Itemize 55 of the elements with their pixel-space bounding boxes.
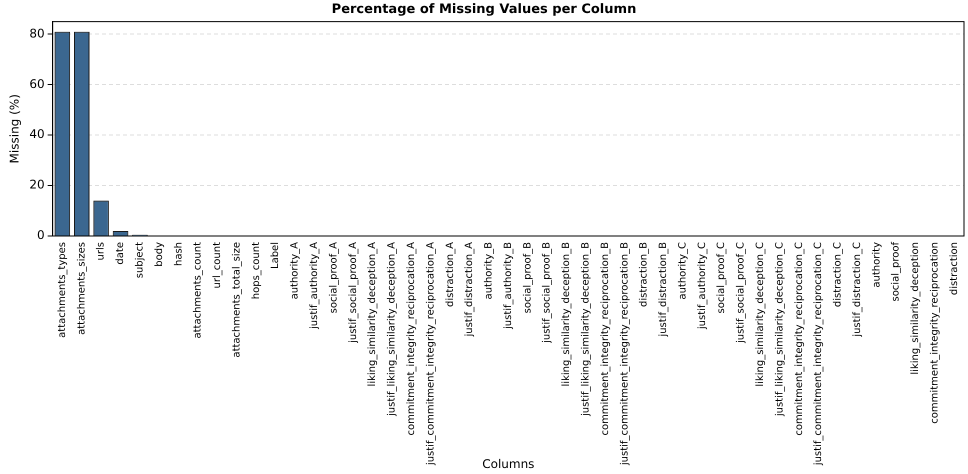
y-tick-label: 60 bbox=[29, 76, 45, 91]
x-axis-title: Columns bbox=[482, 456, 534, 471]
x-tick-label: subject bbox=[134, 242, 146, 278]
x-tick-label: justif_commitment_integrity_reciprocation_C bbox=[813, 242, 824, 466]
y-tick-label: 0 bbox=[37, 228, 45, 242]
x-tick-label: date bbox=[115, 242, 126, 265]
x-tick-label: liking_similarity_deception_B bbox=[561, 242, 572, 386]
x-tick-label: body bbox=[154, 242, 165, 267]
x-tick-label: justif_distraction_B bbox=[658, 242, 670, 338]
x-tick-label: liking_similarity_deception_C bbox=[755, 242, 766, 387]
x-tick-label: justif_authority_A bbox=[309, 242, 320, 330]
x-tick-label: authority_C bbox=[677, 242, 688, 300]
x-tick-label: attachments_total_size bbox=[231, 242, 242, 358]
x-tick-label: authority_B bbox=[484, 242, 495, 300]
x-tick-label: justif_distraction_C bbox=[852, 242, 863, 338]
chart-title: Percentage of Missing Values per Column bbox=[332, 2, 636, 18]
x-tick-label: url_count bbox=[212, 242, 224, 288]
x-tick-label: commitment_integrity_reciprocation_B bbox=[600, 242, 611, 436]
x-tick-label: social_proof_A bbox=[328, 242, 340, 314]
x-tick-label: justif_liking_similarity_deception_C bbox=[774, 242, 786, 418]
x-tick-label: distraction_C bbox=[832, 242, 844, 308]
x-tick-label: authority_A bbox=[290, 242, 301, 300]
x-tick-label: liking_similarity_deception bbox=[910, 242, 922, 375]
x-tick-label: justif_liking_similarity_deception_B bbox=[580, 242, 592, 418]
x-tick-label: justif_social_proof_B bbox=[542, 242, 553, 344]
x-tick-label: commitment_integrity_reciprocation_C bbox=[794, 242, 805, 436]
x-tick-label: attachments_sizes bbox=[76, 242, 88, 335]
x-tick-label: social_proof_B bbox=[522, 242, 534, 314]
x-tick-label: commitment_integrity_reciprocation bbox=[930, 242, 941, 424]
x-tick-label: justif_liking_similarity_deception_A bbox=[386, 242, 398, 417]
x-tick-label: attachments_count bbox=[192, 242, 204, 339]
x-tick-label: justif_authority_C bbox=[696, 242, 708, 330]
x-tick-label: justif_commitment_integrity_reciprocation_A bbox=[425, 242, 436, 466]
x-tick-label: commitment_integrity_reciprocation_A bbox=[406, 242, 417, 436]
x-tick-label: social_proof_C bbox=[716, 242, 728, 314]
x-tick-label: hash bbox=[173, 242, 184, 266]
x-tick-label: authority bbox=[871, 242, 882, 288]
x-tick-label: hops_count bbox=[250, 242, 262, 300]
x-tick-label: justif_commitment_integrity_reciprocation_B bbox=[619, 242, 630, 466]
x-tick-label: justif_authority_B bbox=[502, 242, 514, 330]
x-tick-label: justif_social_proof_A bbox=[348, 242, 359, 344]
x-tick-label: social_proof bbox=[890, 242, 902, 302]
y-tick-label: 80 bbox=[29, 26, 45, 40]
x-tick-label: Label bbox=[270, 242, 282, 269]
x-tick-label: distraction_B bbox=[638, 242, 650, 308]
x-tick-label: justif_distraction_A bbox=[464, 242, 476, 338]
x-tick-label: justif_social_proof_C bbox=[736, 242, 747, 344]
x-tick-label: distraction_A bbox=[444, 242, 456, 307]
y-axis-title: Missing (%) bbox=[7, 94, 22, 164]
x-tick-label: distraction bbox=[948, 242, 960, 296]
x-tick-label: liking_similarity_deception_A bbox=[367, 242, 378, 386]
x-tick-label: attachments_types bbox=[56, 242, 68, 338]
y-tick-label: 20 bbox=[29, 178, 45, 192]
x-tick-label: urls bbox=[96, 242, 107, 260]
y-tick-label: 40 bbox=[29, 127, 45, 142]
